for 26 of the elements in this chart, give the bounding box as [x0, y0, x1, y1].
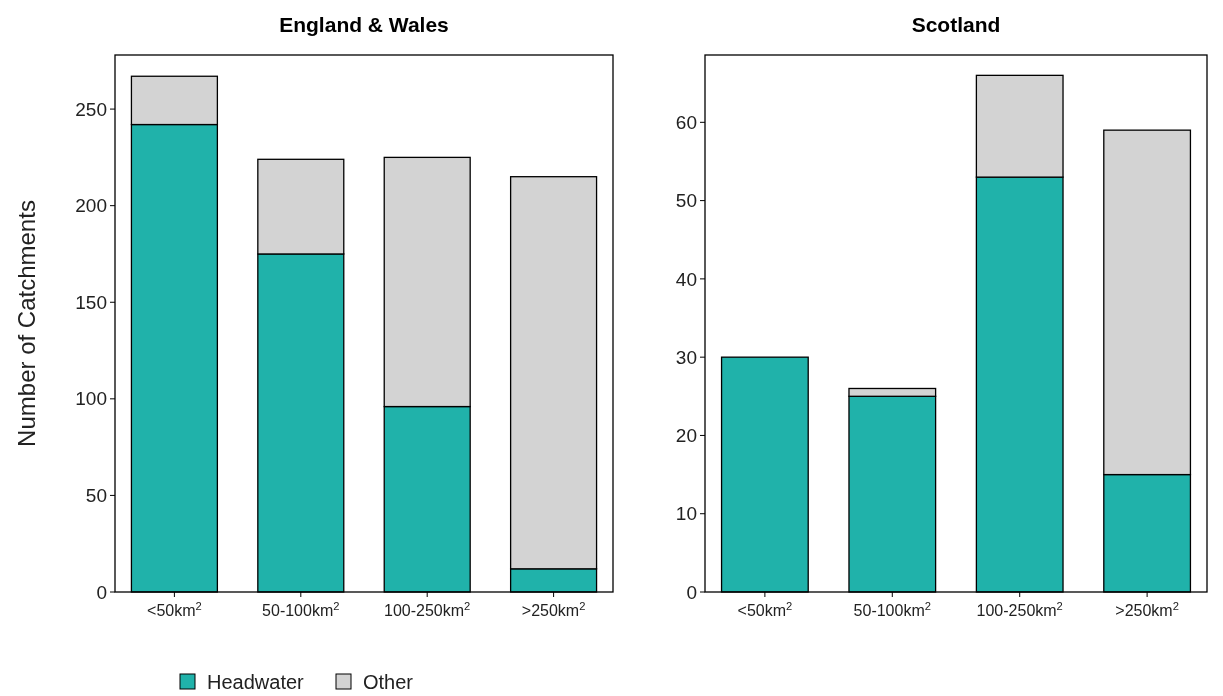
y-tick-label: 100	[75, 388, 107, 410]
legend-label: Other	[363, 671, 414, 693]
y-axis-title: Number of Catchments	[13, 200, 40, 447]
chart-title: Scotland	[911, 13, 1001, 36]
y-tick-label: 50	[675, 190, 697, 212]
y-tick-label: 250	[75, 98, 107, 120]
y-tick-label: 150	[75, 291, 107, 313]
y-tick-label: 200	[75, 195, 107, 217]
legend-label: Headwater	[207, 671, 305, 693]
y-tick-label: 10	[675, 503, 697, 525]
y-tick-label: 30	[675, 346, 697, 368]
chart-title: England & Wales	[279, 13, 449, 36]
y-tick-label: 20	[675, 425, 697, 447]
y-tick-label: 0	[686, 581, 697, 603]
y-tick-label: 50	[85, 485, 107, 507]
x-tick-label: 100-250km$^{2}$	[976, 600, 1063, 619]
x-tick-label: 100-250km$^{2}$	[384, 600, 471, 619]
x-tick-label: 50-100km$^{2}$	[853, 600, 931, 619]
y-tick-label: 60	[675, 111, 697, 133]
x-tick-label: <50km$^{2}$	[737, 600, 793, 619]
x-tick-label: >250km$^{2}$	[521, 600, 586, 619]
y-tick-label: 0	[96, 581, 107, 603]
x-tick-label: 50-100km$^{2}$	[262, 600, 340, 619]
x-tick-label: >250km$^{2}$	[1115, 600, 1179, 619]
x-tick-label: <50km$^{2}$	[147, 600, 202, 619]
y-tick-label: 40	[675, 268, 697, 290]
